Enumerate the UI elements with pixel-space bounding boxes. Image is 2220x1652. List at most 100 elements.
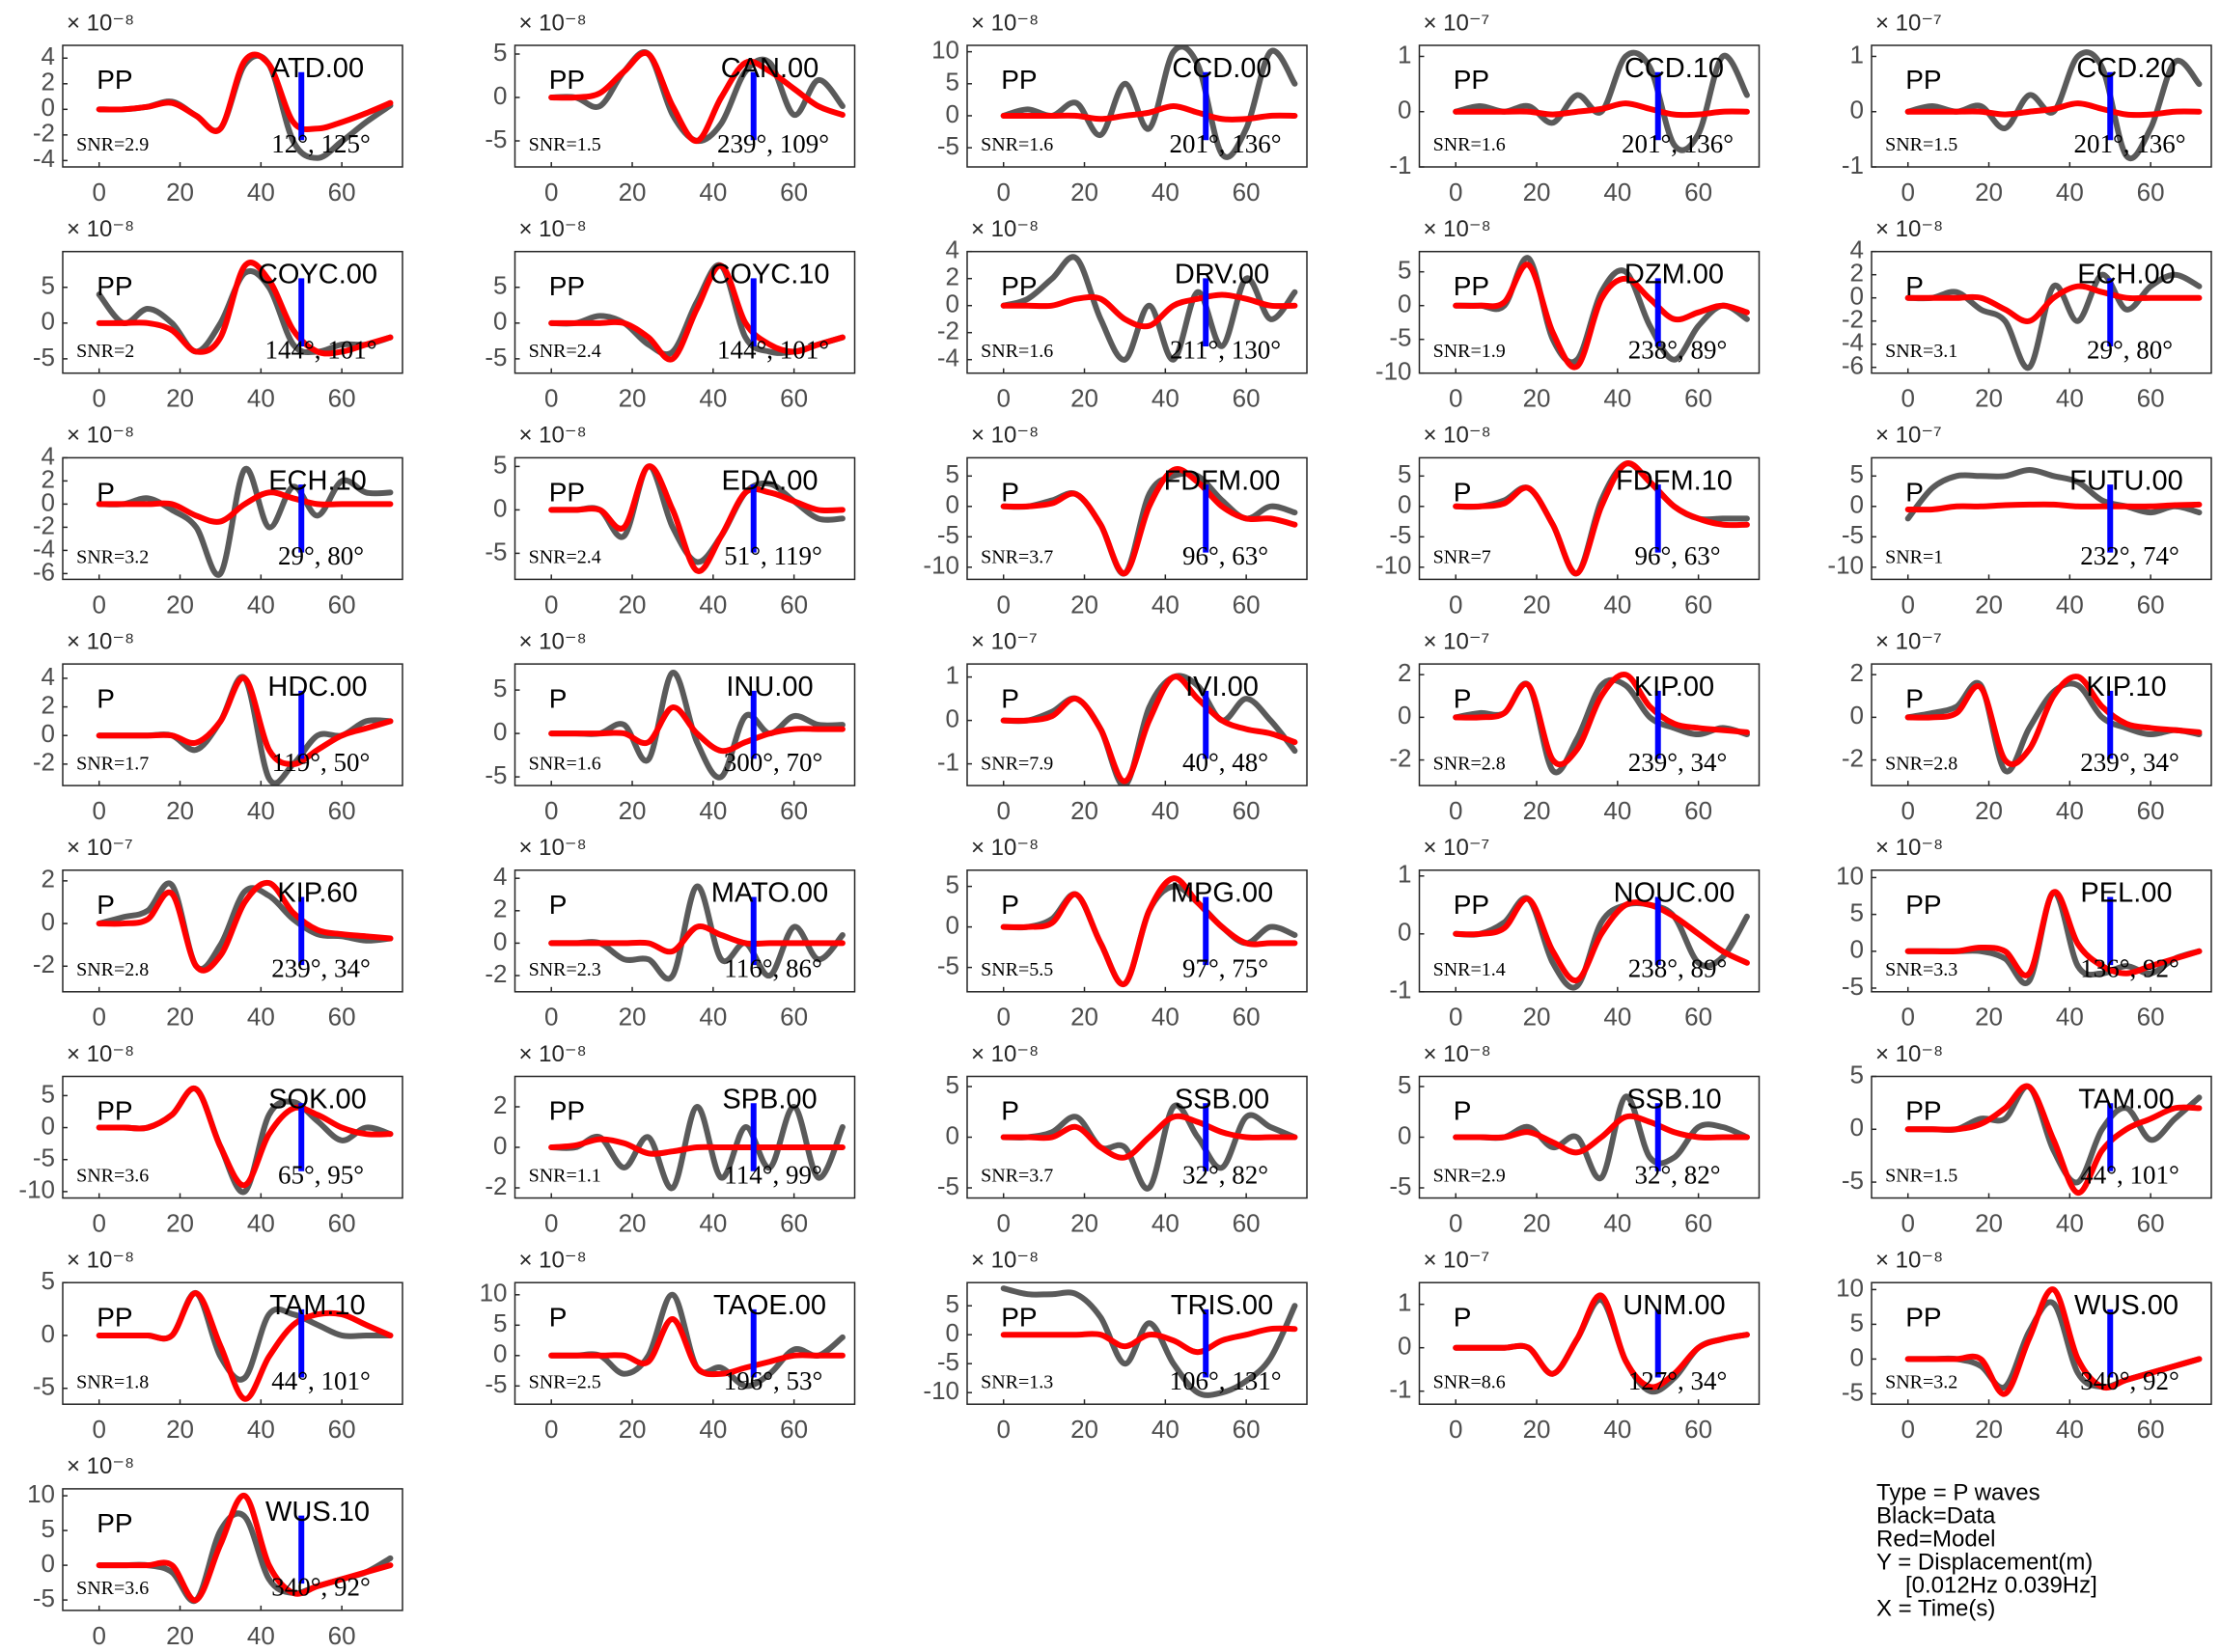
station-title: ECH.10 <box>268 465 367 496</box>
x-tick-label: 60 <box>2137 590 2165 619</box>
waveform <box>1000 291 1298 330</box>
x-tick-label: 20 <box>1070 590 1098 619</box>
azimuth-label: 239°, 34° <box>271 954 371 983</box>
x-tick-label: 60 <box>1684 1415 1712 1444</box>
y-tick-label: 10 <box>27 1479 55 1508</box>
snr-label: SNR=3.6 <box>76 1166 149 1187</box>
y-tick-label: 4 <box>493 862 507 891</box>
y-tick-label: 0 <box>493 493 507 522</box>
x-tick-label: 0 <box>1901 590 1914 619</box>
x-tick-label: 20 <box>1070 178 1098 206</box>
y-tick-label: 0 <box>42 719 55 748</box>
station-title: IVI.00 <box>1185 672 1259 702</box>
y-tick-label: -4 <box>937 344 959 372</box>
waveform <box>1453 100 1750 119</box>
x-tick-label: 0 <box>544 178 558 206</box>
y-tick-label: -1 <box>1389 1375 1411 1404</box>
station-title: PEL.00 <box>2080 878 2172 909</box>
waveform <box>548 49 846 144</box>
phase-label: P <box>97 890 115 920</box>
x-tick-label: 0 <box>1901 178 1914 206</box>
axes-frame <box>513 1281 856 1405</box>
axes-background <box>514 457 855 580</box>
y-tick-label: 0 <box>42 1111 55 1140</box>
y-tick-label: 0 <box>1850 282 1864 311</box>
plot-area <box>548 49 846 145</box>
azimuth-label: 116°, 86° <box>724 954 822 983</box>
x-tick-label: 40 <box>2056 178 2084 206</box>
snr-label: SNR=1 <box>1885 547 1943 568</box>
x-tick-label: 0 <box>996 590 1010 619</box>
plot-area <box>1000 466 1298 577</box>
azimuth-label: 239°, 109° <box>717 129 829 158</box>
panel: -5 0 5 0 20 40 60 × 10⁻⁸ P SSB.10 SNR=2.9 32°, 82° <box>1389 1041 1761 1237</box>
y-tick-label: 0 <box>1398 289 1411 318</box>
x-tick-label: 0 <box>1449 1003 1462 1032</box>
x-tick-label: 0 <box>92 1208 105 1237</box>
phase-label: PP <box>97 1302 132 1332</box>
y-tick-label: -10 <box>1375 551 1412 580</box>
phase-label: PP <box>1905 890 1941 920</box>
azimuth-label: 300°, 70° <box>724 748 823 777</box>
azimuth-label: 29°, 80° <box>278 541 364 570</box>
snr-label: SNR=1.7 <box>76 753 149 774</box>
x-tick-label: 20 <box>1523 590 1551 619</box>
panel: -5 0 5 10 0 20 40 60 × 10⁻⁸ PP PEL.00 SNR=3.3 136°, … <box>1836 835 2212 1032</box>
station-title: DRV.00 <box>1175 260 1269 290</box>
waveform <box>548 262 846 363</box>
y-multiplier: × 10⁻⁷ <box>1424 628 1490 654</box>
azimuth-label: 32°, 82° <box>1182 1160 1268 1189</box>
y-multiplier: × 10⁻⁸ <box>1875 835 1943 861</box>
snr-label: SNR=7 <box>1433 547 1491 568</box>
y-tick-label: 5 <box>1398 459 1411 488</box>
snr-label: SNR=2.3 <box>529 959 601 980</box>
waveform <box>1453 262 1750 371</box>
panel: -5 0 5 0 20 40 60 × 10⁻⁸ PP COYC.00 SNR=2 144°, 101… <box>33 216 403 413</box>
x-tick-label: 60 <box>1233 1208 1261 1237</box>
y-tick-label: 0 <box>493 1131 507 1160</box>
y-tick-label: 2 <box>1398 658 1411 687</box>
y-multiplier: × 10⁻⁸ <box>519 423 587 449</box>
x-tick-label: 20 <box>1070 1208 1098 1237</box>
waveform <box>1000 1325 1298 1356</box>
y-tick-label: 0 <box>946 910 959 939</box>
waveform <box>1904 1083 2203 1197</box>
waveform <box>1000 1102 1298 1192</box>
x-tick-label: 20 <box>1975 1415 2003 1444</box>
x-tick-label: 0 <box>92 1415 105 1444</box>
x-tick-label: 20 <box>1523 1208 1551 1237</box>
phase-label: PP <box>97 65 132 95</box>
panel: -5 0 5 10 0 20 40 60 × 10⁻⁸ PP WUS.00 SNR=3.2 340°, … <box>1836 1248 2212 1444</box>
waveform <box>1000 673 1298 786</box>
x-tick-label: 0 <box>996 384 1010 413</box>
axes-frame <box>62 1488 403 1611</box>
panel: -5 0 5 0 20 40 60 × 10⁻⁸ PP COYC.10 SNR=2.4 144°, 1… <box>485 216 856 413</box>
y-tick-label: -2 <box>1389 743 1411 772</box>
snr-label: SNR=5.5 <box>981 959 1053 980</box>
x-tick-label: 40 <box>247 796 275 825</box>
y-tick-label: -2 <box>485 1171 507 1200</box>
azimuth-label: 211°, 130° <box>1170 335 1281 364</box>
axes-frame <box>513 250 856 374</box>
station-title: CCD.20 <box>2076 53 2176 84</box>
waveform <box>96 1493 394 1604</box>
y-tick-label: 2 <box>493 895 507 923</box>
panel: -5 0 5 10 0 20 40 60 × 10⁻⁸ PP CCD.00 SNR=1.6 201°, … <box>931 10 1308 206</box>
snr-label: SNR=2.9 <box>76 134 149 155</box>
station-title: FDFM.00 <box>1164 465 1281 496</box>
x-tick-label: 40 <box>1603 796 1631 825</box>
waveform <box>1000 254 1298 363</box>
y-multiplier: × 10⁻⁸ <box>67 10 134 36</box>
axes-frame <box>513 869 856 993</box>
axes-frame <box>1871 250 2212 374</box>
y-multiplier: × 10⁻⁸ <box>519 1248 587 1274</box>
phase-label: P <box>1001 478 1019 508</box>
y-tick-label: 0 <box>42 1319 55 1348</box>
